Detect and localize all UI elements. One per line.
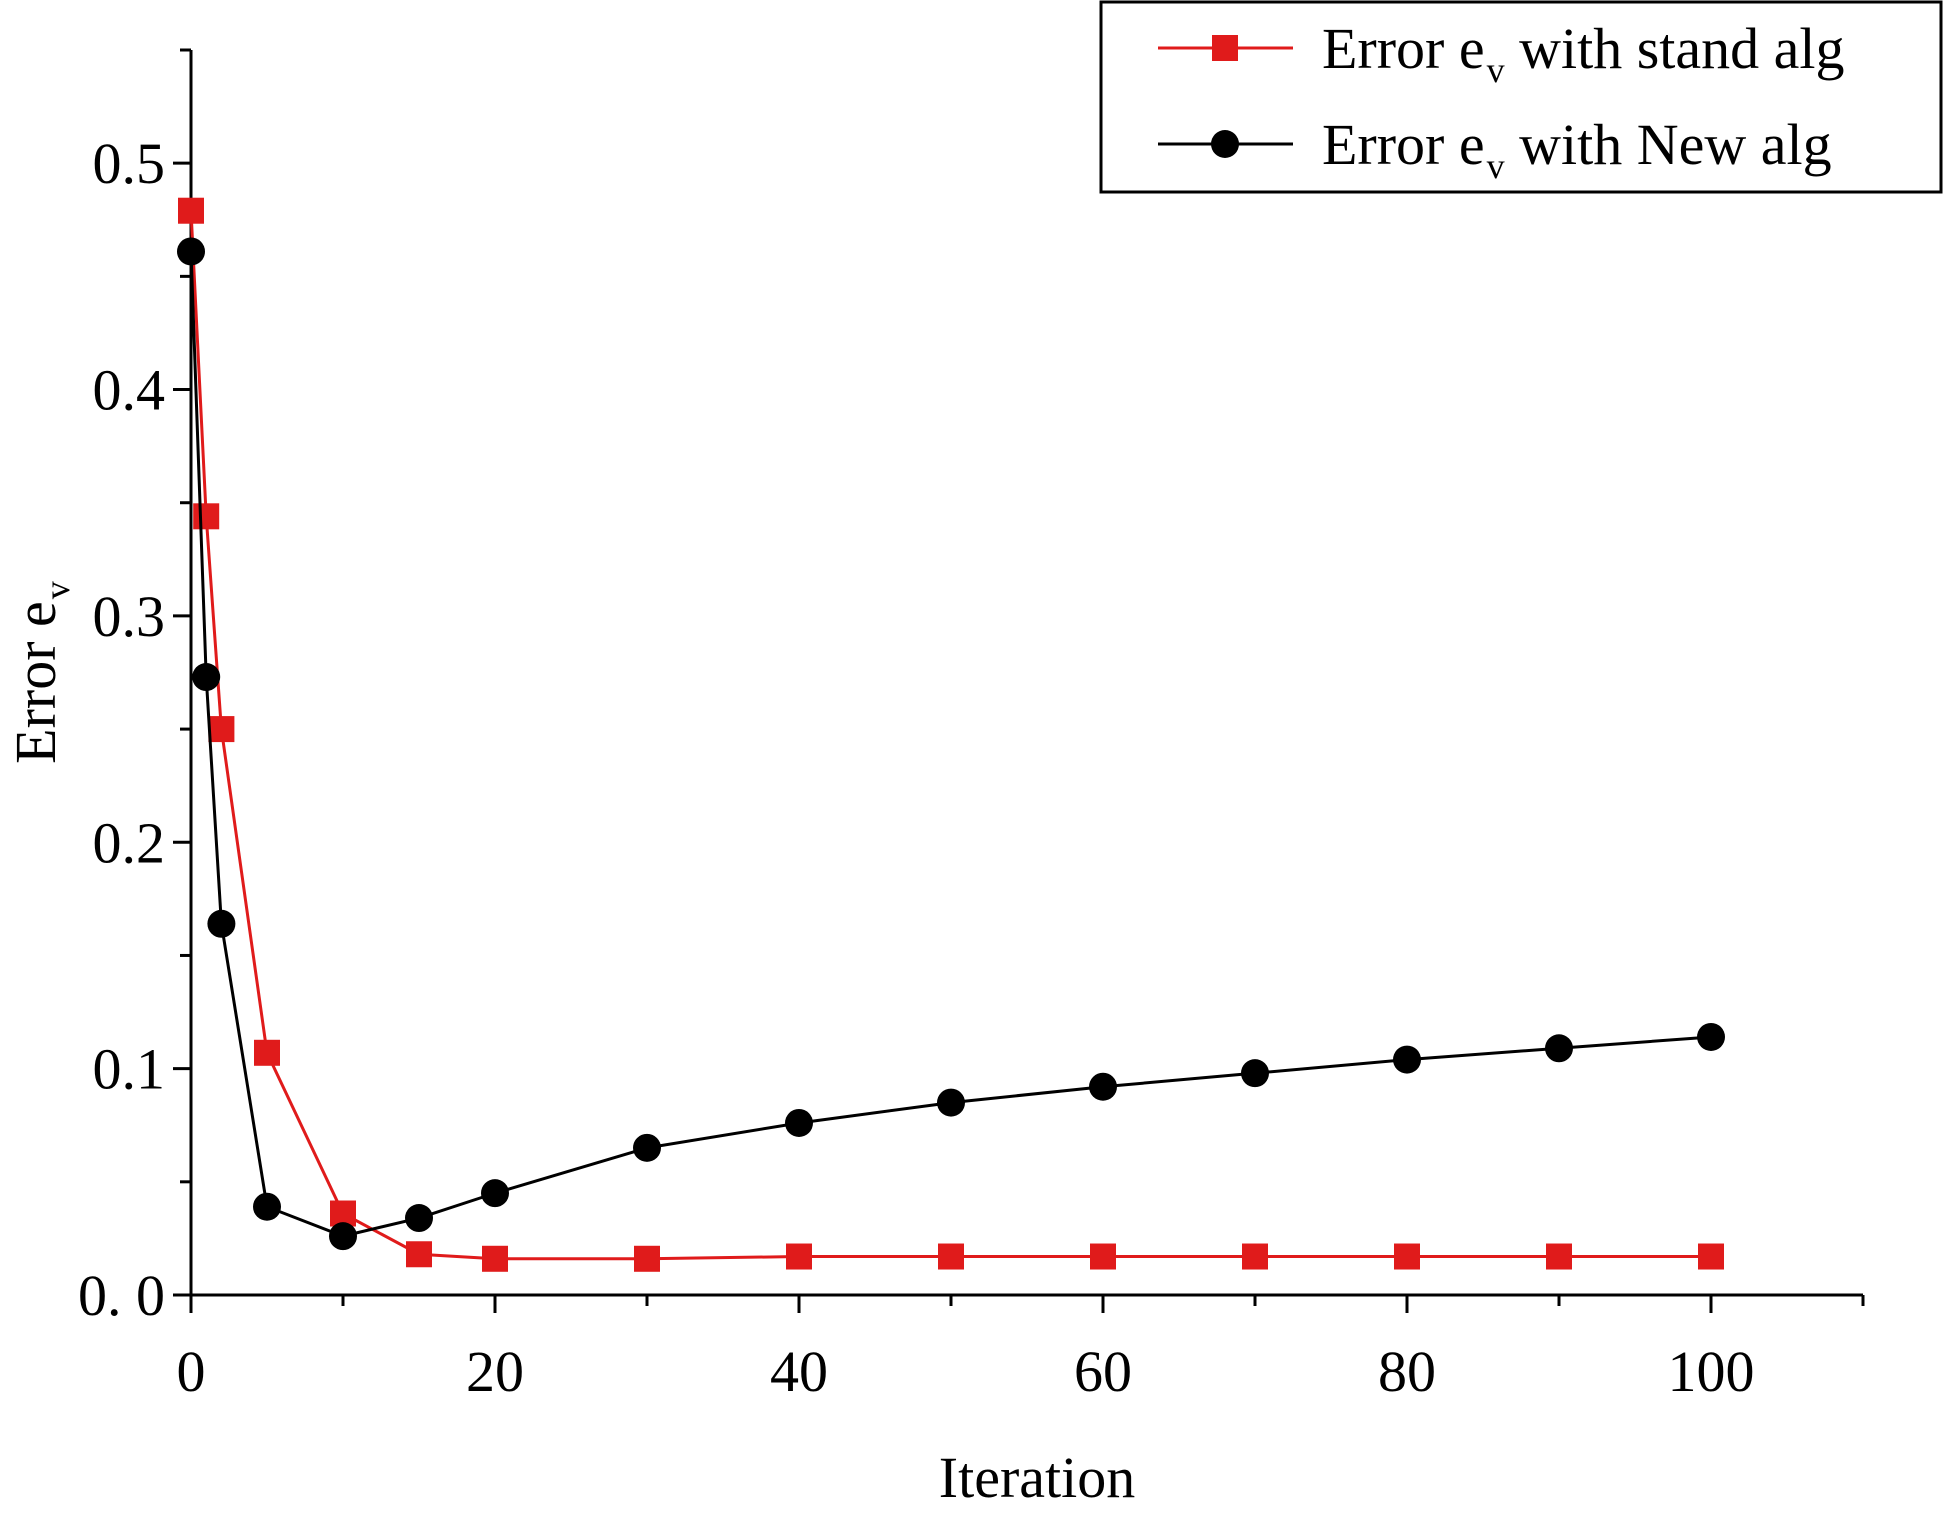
data-point [1090,1243,1116,1270]
axes [189,50,1863,1297]
data-point [634,1245,660,1272]
legend-label: Error ev with stand alg [1322,16,1845,90]
y-tick-label: 0.4 [93,358,166,423]
data-point [633,1133,661,1162]
series-layer [177,197,1725,1272]
data-point [405,1204,433,1233]
data-point [1546,1243,1572,1270]
x-tick-label: 100 [1668,1339,1755,1404]
data-point [1545,1034,1573,1063]
data-point [208,716,235,743]
series-line [189,251,1712,1238]
legend-label: Error ev with New alg [1322,112,1832,186]
x-tick-label: 60 [1074,1339,1132,1404]
data-point [1089,1072,1117,1101]
data-point [329,1222,357,1251]
data-point [937,1088,965,1117]
data-point [938,1243,964,1270]
data-point [178,197,204,224]
y-tick-label: 0.3 [93,584,166,649]
data-point [1393,1045,1421,1074]
data-point [786,1243,812,1270]
x-tick-label: 80 [1378,1339,1436,1404]
data-point [1394,1243,1420,1270]
x-tick-label: 0 [177,1339,206,1404]
data-point [1242,1243,1268,1270]
data-point [1698,1243,1724,1270]
data-point [1697,1022,1725,1051]
y-axis-title-main: Error e [3,601,68,764]
x-tick-label: 40 [770,1339,828,1404]
legend-item: Error ev with New alg [1158,112,1832,186]
data-point [193,503,220,530]
data-point [192,663,221,692]
data-point [253,1192,281,1221]
data-point [177,237,205,266]
y-tick-label: 0. 0 [78,1263,165,1328]
data-point [785,1108,813,1137]
y-axis-title: Error e v [3,581,77,764]
legend-marker [1212,35,1238,61]
y-axis-title-sub: v [37,581,77,599]
axis-ticks: 0 20 40 60 80 100 0. 0 0.1 0.2 0.3 0.4 0.5 [78,48,1865,1404]
data-point [482,1245,508,1272]
y-tick-label: 0.2 [93,810,166,875]
data-point [406,1241,432,1268]
data-point [1241,1059,1269,1088]
data-point [481,1179,509,1208]
series-2 [177,237,1725,1251]
y-tick-label: 0.1 [93,1037,166,1102]
y-tick-label: 0.5 [93,131,166,196]
series-1 [178,197,1724,1272]
legend-box [1099,0,1943,194]
data-point [207,909,236,938]
x-axis-title: Iteration [939,1445,1135,1510]
data-point [254,1039,280,1066]
legend-item: Error ev with stand alg [1158,16,1845,90]
legend: Error ev with stand alg Error ev with New… [1099,0,1943,194]
x-tick-label: 20 [466,1339,524,1404]
legend-marker [1211,130,1239,158]
